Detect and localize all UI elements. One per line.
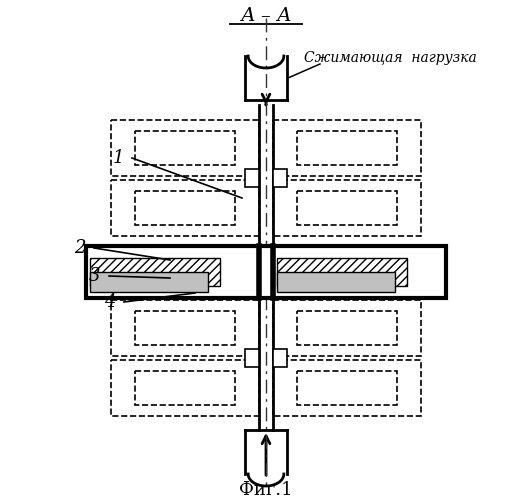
Bar: [273, 169, 287, 187]
Bar: [273, 300, 421, 356]
Text: А – А: А – А: [240, 7, 292, 25]
Bar: [111, 360, 259, 416]
Bar: [273, 360, 421, 416]
Bar: [135, 191, 235, 225]
Bar: [297, 311, 397, 345]
Text: Сжимающая  нагрузка: Сжимающая нагрузка: [304, 51, 476, 65]
Bar: [111, 120, 259, 176]
Bar: [245, 349, 259, 367]
Bar: [90, 258, 220, 286]
Text: 4: 4: [104, 293, 116, 311]
Text: 1: 1: [112, 149, 124, 167]
Bar: [135, 371, 235, 405]
Bar: [273, 349, 287, 367]
Text: 3: 3: [89, 267, 101, 285]
Bar: [90, 272, 208, 292]
Bar: [277, 258, 407, 286]
Bar: [111, 300, 259, 356]
Bar: [135, 311, 235, 345]
Bar: [277, 272, 395, 292]
Bar: [135, 131, 235, 165]
Bar: [297, 191, 397, 225]
Bar: [297, 131, 397, 165]
Bar: [245, 169, 259, 187]
Text: 2: 2: [74, 239, 86, 257]
Bar: [111, 180, 259, 236]
Bar: [86, 246, 446, 298]
Bar: [297, 371, 397, 405]
Bar: [273, 120, 421, 176]
Bar: [273, 180, 421, 236]
Text: Фиг.1: Фиг.1: [239, 481, 293, 499]
